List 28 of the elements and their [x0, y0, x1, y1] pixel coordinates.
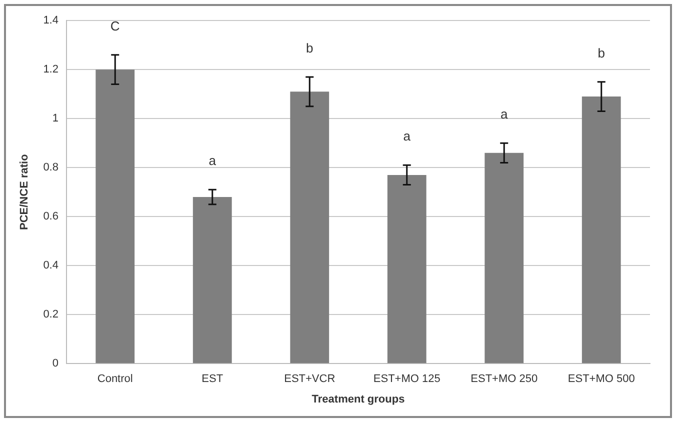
y-tick-label: 0.8	[43, 162, 58, 174]
bar	[387, 174, 426, 364]
y-tick-label: 0	[52, 358, 58, 370]
x-tick-label: EST+MO 500	[568, 373, 635, 386]
annotation: a	[403, 128, 412, 144]
bar	[192, 197, 232, 364]
x-tick-label: EST+MO 125	[373, 373, 440, 386]
x-tick-label: EST+VCR	[284, 373, 336, 386]
annotation: b	[598, 45, 605, 60]
y-tick-label: 1	[52, 112, 58, 125]
x-tick-label: EST	[202, 373, 224, 386]
x-tick-label: Control	[97, 373, 133, 386]
y-tick-label: 1.4	[43, 14, 58, 27]
bar	[582, 96, 621, 364]
bar	[484, 152, 524, 364]
y-tick-label: 0.4	[43, 260, 58, 272]
bar	[290, 92, 330, 364]
x-axis-title: Treatment groups	[312, 393, 405, 406]
annotation: C	[110, 18, 120, 34]
y-tick-label: 0.2	[43, 308, 58, 321]
annotation: b	[306, 40, 314, 56]
y-axis-title: PCE/NCE ratio	[18, 154, 31, 230]
x-tick-label: EST+MO 250	[470, 373, 538, 386]
annotation: a	[500, 106, 509, 122]
y-tick-label: 0.6	[43, 210, 58, 223]
bar	[96, 70, 135, 364]
annotation: a	[208, 153, 217, 168]
y-tick-label: 1.2	[43, 64, 58, 76]
